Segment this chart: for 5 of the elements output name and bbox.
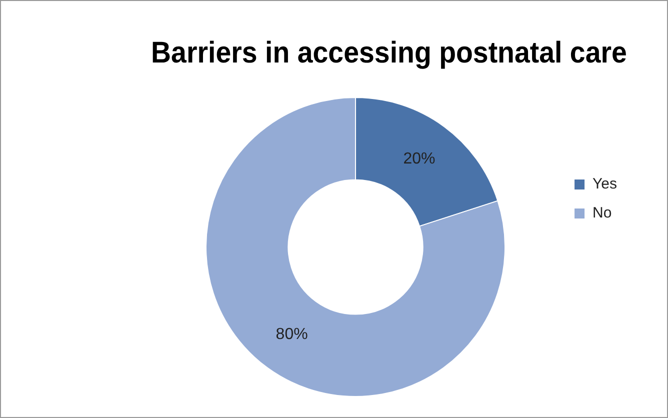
data-label: 80%	[276, 326, 308, 344]
chart-title: Barriers in accessing postnatal care	[151, 36, 627, 70]
legend-label: Yes	[592, 176, 618, 193]
legend-label: No	[592, 204, 612, 222]
data-label: 20%	[403, 150, 436, 168]
